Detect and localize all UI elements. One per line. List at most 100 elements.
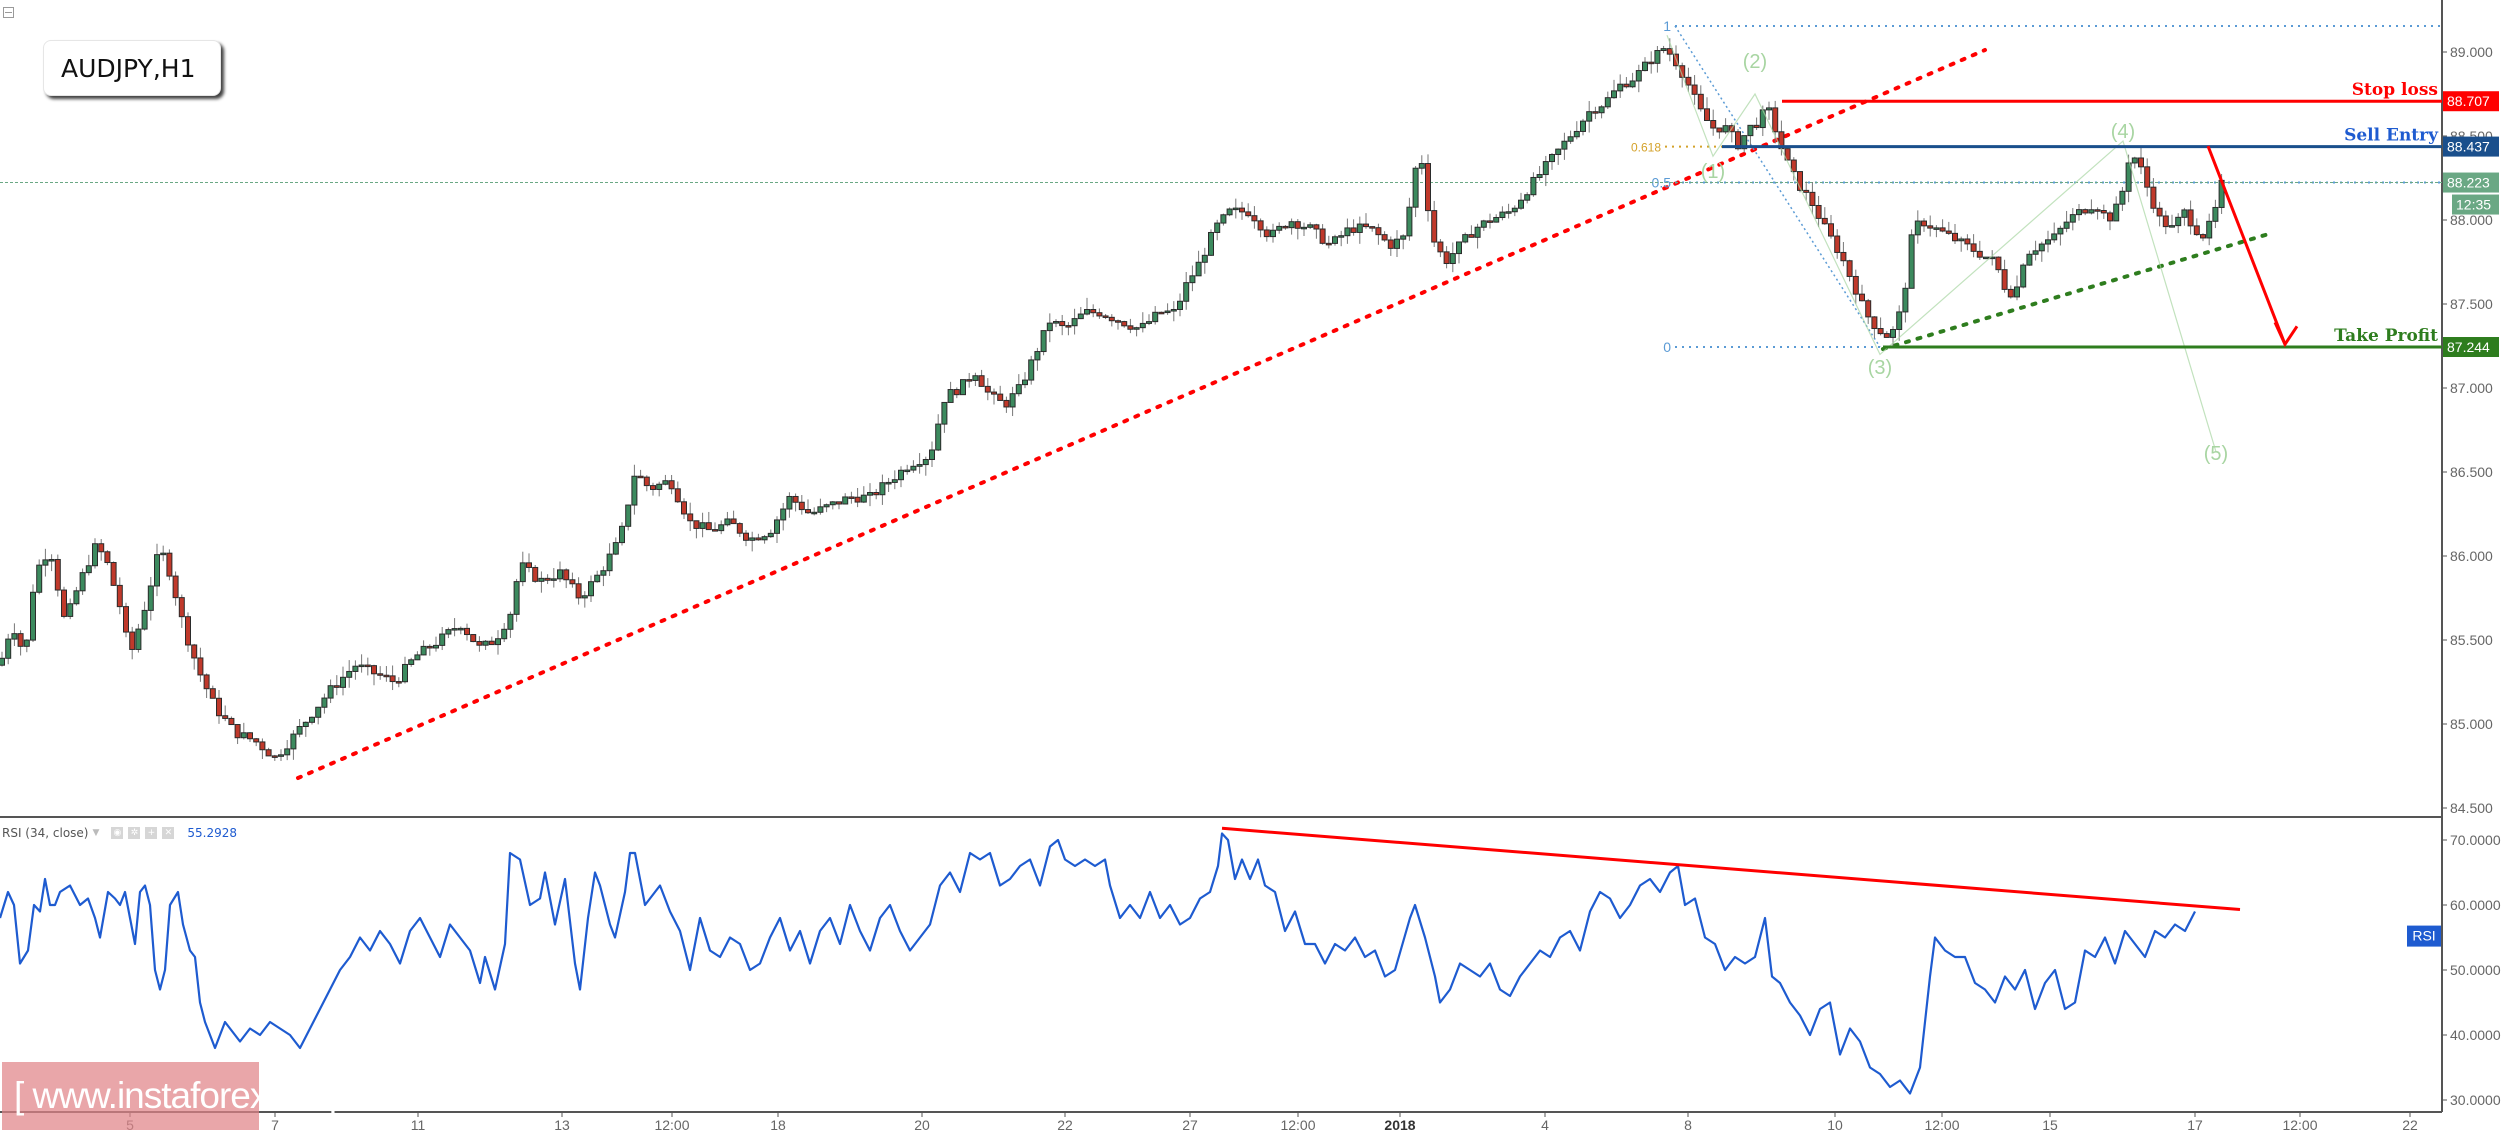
candle xyxy=(1183,282,1190,302)
candle xyxy=(278,754,284,757)
candle xyxy=(1939,227,1946,232)
candle xyxy=(1034,351,1041,361)
candle xyxy=(1338,235,1345,238)
candle xyxy=(92,543,98,567)
symbol-label: AUDJPY,H1 xyxy=(61,53,196,83)
candle xyxy=(730,518,737,525)
candle xyxy=(1617,83,1624,92)
price-tick-label: 84.500 xyxy=(2450,800,2493,816)
candle xyxy=(178,597,185,618)
elliott-wave-label: (4) xyxy=(2111,121,2135,143)
candle xyxy=(61,589,67,617)
price-tick-label: 87.500 xyxy=(2450,296,2493,312)
elliott-wave-label: (3) xyxy=(1868,357,1892,379)
candle xyxy=(1263,229,1270,238)
rsi-legend-value: 55.2928 xyxy=(187,826,238,840)
candle xyxy=(1679,65,1686,78)
candle xyxy=(23,639,30,647)
candle xyxy=(1983,256,1989,260)
candle xyxy=(1115,320,1121,323)
rsi-line xyxy=(0,832,2196,1095)
candle xyxy=(532,566,539,582)
candle xyxy=(433,644,439,649)
candle xyxy=(718,524,725,532)
candle xyxy=(854,496,861,503)
candle xyxy=(1015,384,1022,395)
candle xyxy=(650,485,656,490)
candle xyxy=(2057,227,2064,235)
candle xyxy=(110,562,117,586)
collapse-icon[interactable] xyxy=(3,7,14,18)
candle xyxy=(836,501,842,505)
candle xyxy=(935,423,942,451)
candle xyxy=(1945,230,1952,234)
candle xyxy=(1970,243,1977,252)
candle xyxy=(2181,209,2188,218)
candle xyxy=(5,638,12,659)
eye-icon[interactable]: ◉ xyxy=(111,827,124,839)
candle xyxy=(1040,330,1047,353)
candle xyxy=(1487,220,1493,223)
candle xyxy=(129,631,136,650)
rsi-dropdown-caret-icon[interactable]: ▼ xyxy=(92,828,100,838)
watermark-text: www.instaforex xyxy=(23,1075,269,1116)
rising-trendline[interactable] xyxy=(296,48,1987,780)
candle xyxy=(1629,80,1636,88)
support-trendline[interactable] xyxy=(1881,231,2274,351)
fib-level-label: 0 xyxy=(1663,339,1671,355)
candle xyxy=(1139,322,1146,329)
candle xyxy=(668,480,675,490)
candle xyxy=(916,464,923,467)
candle xyxy=(240,732,247,739)
candle xyxy=(166,552,173,577)
candle xyxy=(2119,190,2126,205)
candle xyxy=(1518,199,1524,209)
price-tick-label: 85.000 xyxy=(2450,716,2493,732)
candle xyxy=(2026,253,2033,266)
candle xyxy=(1883,333,1890,338)
current-price-label: 88.223 xyxy=(2447,175,2490,191)
time-tick-label: 12:00 xyxy=(1924,1117,1959,1131)
candle xyxy=(2094,209,2101,212)
candle xyxy=(1170,308,1177,312)
candle xyxy=(271,755,278,758)
candle xyxy=(1561,140,1568,150)
rsi-trendline[interactable] xyxy=(1221,826,2241,912)
candle xyxy=(408,659,415,665)
candle xyxy=(1084,309,1090,315)
elliott-wave-path xyxy=(1666,34,2217,453)
candle xyxy=(699,522,706,529)
candle xyxy=(1921,220,1927,227)
candle xyxy=(426,645,433,649)
candle xyxy=(662,480,669,485)
candle xyxy=(1828,223,1834,237)
candle xyxy=(1604,97,1611,108)
candle xyxy=(203,674,210,690)
candle xyxy=(1809,191,1816,206)
candle xyxy=(1505,211,1512,214)
candle xyxy=(1164,310,1171,314)
candle xyxy=(575,583,582,599)
candle xyxy=(309,716,315,723)
candle xyxy=(302,721,309,728)
candle xyxy=(296,726,303,735)
candle xyxy=(2200,234,2206,239)
candle xyxy=(1567,136,1574,142)
candle xyxy=(922,459,929,466)
candle xyxy=(984,385,991,393)
candle xyxy=(1877,328,1884,335)
candle xyxy=(54,558,61,591)
candle xyxy=(1846,260,1853,277)
candle xyxy=(767,532,774,538)
close-icon[interactable]: ✕ xyxy=(162,827,175,839)
candle xyxy=(1152,311,1159,323)
candle xyxy=(439,633,446,646)
symbol-label-box: AUDJPY,H1 xyxy=(43,40,221,96)
plus-icon[interactable]: + xyxy=(145,827,158,839)
gear-icon[interactable]: ✲ xyxy=(128,827,141,839)
fib-level-label: 0.618 xyxy=(1631,141,1661,155)
candle xyxy=(172,575,179,599)
candle xyxy=(1375,227,1382,236)
candle xyxy=(197,657,204,676)
